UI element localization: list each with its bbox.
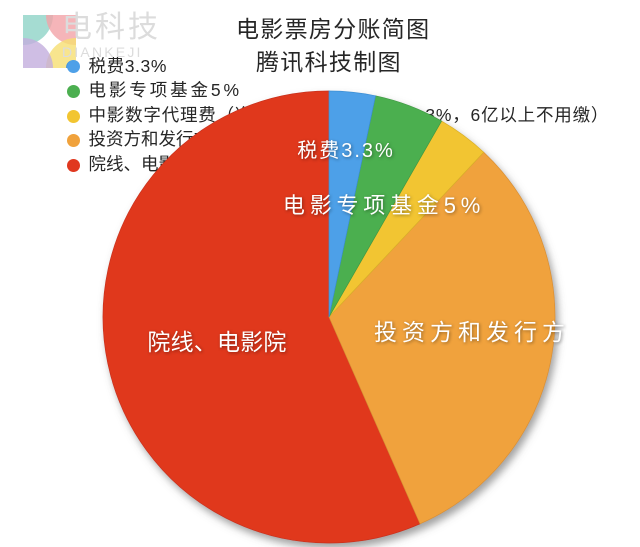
svg-text:税费3.3%: 税费3.3% bbox=[297, 139, 395, 162]
svg-text:院线、电影院: 院线、电影院 bbox=[147, 329, 286, 355]
svg-text:投资方和发行方: 投资方和发行方 bbox=[374, 319, 570, 345]
svg-text:电影专项基金5%: 电影专项基金5% bbox=[283, 193, 485, 218]
